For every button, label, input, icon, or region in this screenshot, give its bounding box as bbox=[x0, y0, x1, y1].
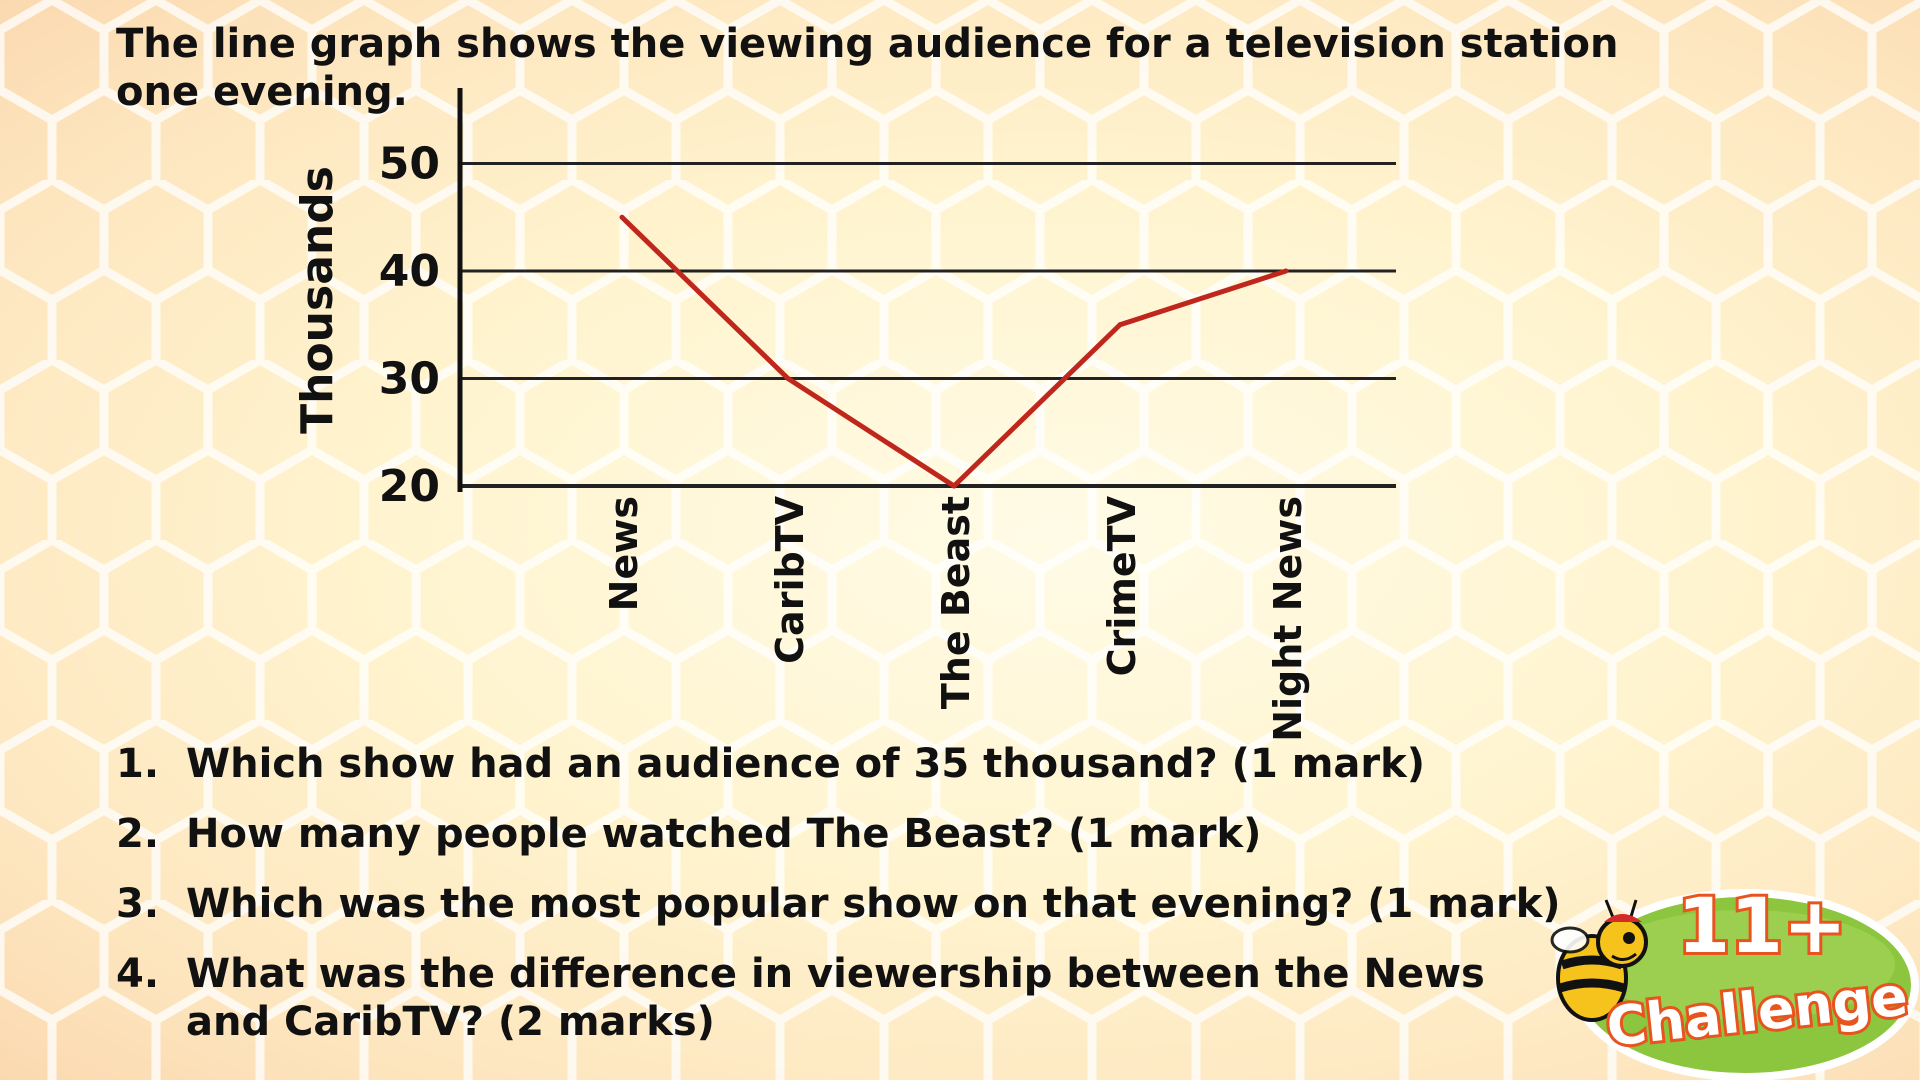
question-text: Which was the most popular show on that … bbox=[186, 881, 1561, 927]
y-tick-label: 30 bbox=[379, 354, 440, 405]
bee-icon bbox=[1550, 899, 1648, 1022]
question-text: How many people watched The Beast? (1 ma… bbox=[186, 811, 1262, 857]
y-tick-labels: 20 30 40 50 bbox=[379, 139, 440, 513]
data-point-4 bbox=[1283, 268, 1289, 274]
logo-line1: 11+ bbox=[1677, 881, 1846, 970]
data-point-3 bbox=[1117, 322, 1123, 328]
x-tick-label: CrimeTV bbox=[1100, 495, 1144, 676]
question-number: 2. bbox=[116, 811, 160, 857]
x-tick-label: News bbox=[602, 496, 646, 611]
data-point-1 bbox=[785, 376, 791, 381]
gridlines bbox=[462, 162, 1396, 488]
question-number: 4. bbox=[116, 951, 160, 997]
y-tick-label: 50 bbox=[379, 139, 440, 190]
question-1: 1. Which show had an audience of 35 thou… bbox=[116, 740, 1566, 788]
question-number: 3. bbox=[116, 881, 160, 927]
x-tick-label: Night News bbox=[1266, 496, 1310, 742]
question-4: 4. What was the difference in viewership… bbox=[116, 950, 1566, 1046]
x-tick-labels: News CaribTV The Beast CrimeTV Night News bbox=[602, 495, 1310, 741]
question-2: 2. How many people watched The Beast? (1… bbox=[116, 810, 1566, 858]
question-text: What was the difference in viewership be… bbox=[186, 951, 1485, 1045]
x-tick-label: CaribTV bbox=[768, 495, 812, 663]
challenge-logo: 11+ Challenge bbox=[1550, 878, 1919, 1080]
y-tick-label: 40 bbox=[379, 246, 440, 297]
question-3: 3. Which was the most popular show on th… bbox=[116, 880, 1566, 928]
data-point-2 bbox=[951, 483, 957, 489]
intro-text: The line graph shows the viewing audienc… bbox=[116, 21, 1619, 115]
y-tick-label: 20 bbox=[379, 461, 440, 512]
series bbox=[619, 214, 1289, 489]
question-text: Which show had an audience of 35 thousan… bbox=[186, 741, 1425, 787]
series-line bbox=[620, 215, 1287, 489]
x-tick-label: The Beast bbox=[934, 496, 978, 709]
question-number: 1. bbox=[116, 741, 160, 787]
data-point-0 bbox=[619, 214, 625, 220]
question-list: 1. Which show had an audience of 35 thou… bbox=[116, 740, 1566, 1068]
y-axis-label: Thousands bbox=[292, 166, 343, 434]
